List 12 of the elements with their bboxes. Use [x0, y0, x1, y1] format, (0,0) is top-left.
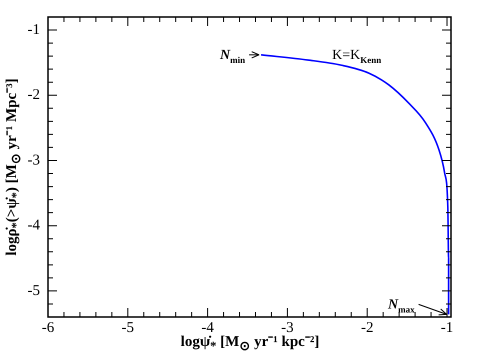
y-tick-label: -5 [28, 282, 40, 299]
x-tick-label: -3 [281, 320, 294, 336]
y-tick-label: -1 [28, 22, 40, 38]
x-tick-label: -1 [440, 320, 454, 336]
x-axis-title: logψ̇$_{*}$ [M$_{⊙}$ yr⁻¹ kpc⁻²] [180, 334, 320, 353]
x-tick-label: -2 [360, 320, 374, 336]
y-tick-label: -4 [28, 218, 40, 234]
x-tick-label: -5 [122, 320, 134, 336]
y-tick-label: -3 [28, 152, 40, 168]
y-tick-label: -2 [28, 87, 40, 104]
x-tick-label: -6 [42, 320, 55, 336]
x-tick-label: -4 [201, 320, 214, 336]
